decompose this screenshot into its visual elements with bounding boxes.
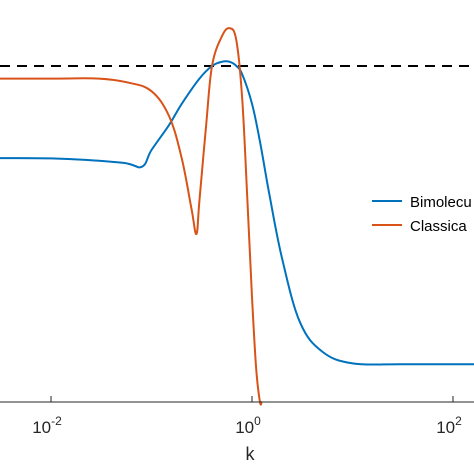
legend-box <box>364 184 474 240</box>
legend: Bimolecu Classica <box>364 184 474 240</box>
x-tick-label-2: 102 <box>436 414 462 437</box>
x-tick-label-0: 10-2 <box>32 414 62 437</box>
series-line-classica <box>0 27 263 406</box>
x-axis-label: k <box>246 444 256 464</box>
series-line-bimolecu <box>0 60 474 366</box>
plot-area <box>0 27 474 406</box>
legend-label-bimolecu: Bimolecu <box>410 194 472 211</box>
x-tick-label-1: 100 <box>235 414 261 437</box>
legend-label-classica: Classica <box>410 218 467 235</box>
x-axis: 10-2 100 102 <box>0 396 474 437</box>
